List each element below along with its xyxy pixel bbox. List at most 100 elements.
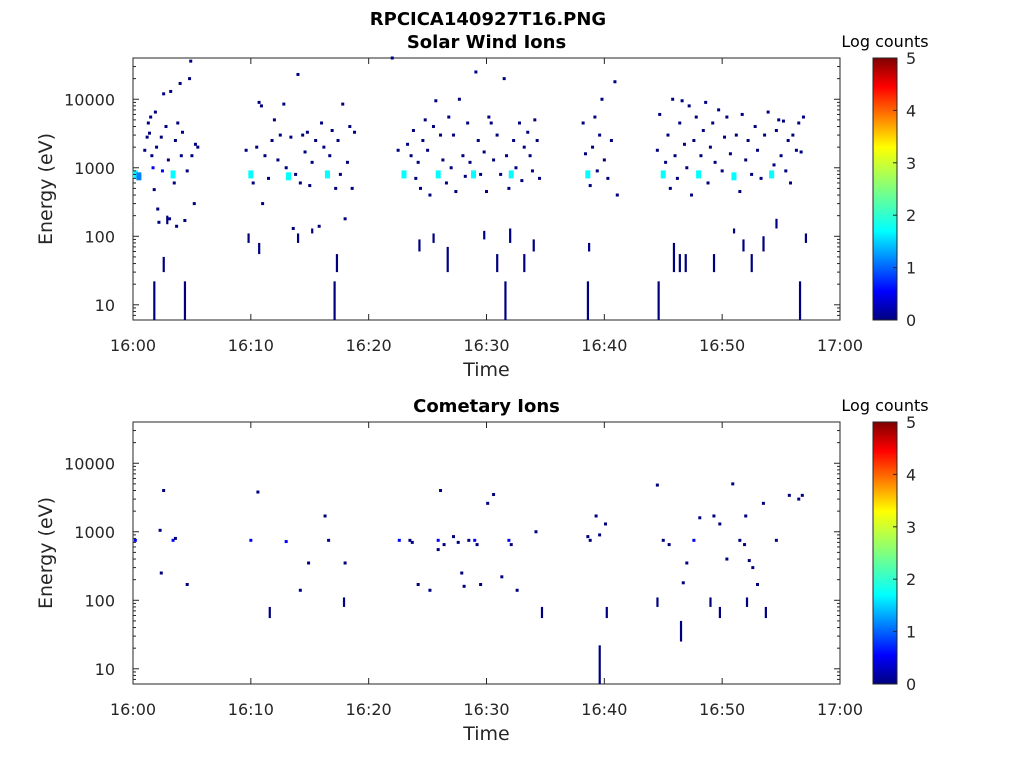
data-point <box>779 154 783 158</box>
data-segment <box>679 620 683 642</box>
data-segment <box>162 256 165 273</box>
data-point <box>485 190 488 194</box>
data-point <box>799 150 803 154</box>
data-point <box>147 131 151 135</box>
data-point <box>613 80 617 84</box>
data-point <box>585 170 591 179</box>
colorbar-gradient <box>872 421 898 685</box>
data-point <box>179 154 183 158</box>
x-tick-label: 16:00 <box>110 336 156 355</box>
data-marks <box>132 56 808 320</box>
data-segment <box>247 233 250 243</box>
data-point <box>664 160 668 164</box>
data-point <box>447 115 451 119</box>
data-point <box>600 97 604 101</box>
data-point <box>257 100 261 104</box>
data-point <box>708 145 712 149</box>
data-point <box>682 142 686 146</box>
data-point <box>687 104 691 108</box>
data-point <box>428 588 432 592</box>
data-point <box>136 172 142 181</box>
data-segment <box>268 606 271 619</box>
data-point <box>256 490 260 494</box>
data-point <box>284 166 288 170</box>
data-segment <box>798 281 802 320</box>
data-segment <box>523 254 526 273</box>
data-point <box>766 110 770 114</box>
colorbar-tick-label: 3 <box>906 518 916 537</box>
data-marks <box>133 482 804 684</box>
x-tick-label: 16:50 <box>699 336 745 355</box>
data-point <box>416 160 420 164</box>
data-point <box>731 172 737 181</box>
x-tick-label: 16:20 <box>346 700 392 719</box>
data-point <box>593 115 597 119</box>
data-point <box>508 170 514 179</box>
data-segment <box>496 254 499 273</box>
data-point <box>744 514 748 518</box>
data-point <box>183 218 187 222</box>
data-point <box>172 181 176 185</box>
data-point <box>431 125 435 129</box>
colorbar-tick-label: 4 <box>906 101 916 120</box>
data-point <box>583 152 587 156</box>
data-point <box>591 145 595 149</box>
data-point <box>797 121 801 125</box>
data-segment <box>684 254 687 273</box>
data-point <box>476 139 480 143</box>
data-point <box>694 115 698 119</box>
data-point <box>303 150 307 154</box>
data-point <box>249 538 253 542</box>
colorbar-tick-label: 4 <box>906 465 916 484</box>
data-point <box>509 543 513 547</box>
figure-title: RPCICA140927T16.PNG <box>370 9 606 30</box>
data-point <box>291 226 295 230</box>
data-point <box>334 186 338 190</box>
data-point <box>791 133 795 137</box>
data-point <box>156 207 160 211</box>
plot-area <box>132 57 841 321</box>
data-point <box>168 217 172 221</box>
y-axis-label: Energy (eV) <box>35 497 57 609</box>
data-segment <box>762 236 765 252</box>
data-point <box>711 121 715 125</box>
data-point <box>251 181 255 185</box>
data-point <box>151 166 155 170</box>
data-point <box>284 540 288 544</box>
data-point <box>520 179 524 183</box>
data-point <box>514 166 518 170</box>
data-point <box>324 170 330 179</box>
x-tick-label: 16:10 <box>228 700 274 719</box>
data-segment <box>764 606 767 619</box>
data-point <box>492 492 496 496</box>
data-point <box>162 92 166 96</box>
y-tick-label: 10000 <box>64 454 115 473</box>
data-point <box>278 133 282 137</box>
data-point <box>397 538 401 542</box>
data-point <box>473 538 477 542</box>
data-point <box>794 148 798 152</box>
data-point <box>244 148 248 152</box>
x-tick-label: 16:10 <box>228 336 274 355</box>
data-point <box>401 170 407 179</box>
data-point <box>323 514 327 518</box>
data-point <box>133 538 137 542</box>
y-tick-label: 100 <box>84 591 115 610</box>
data-point <box>740 112 744 116</box>
data-segment <box>183 281 187 320</box>
data-point <box>416 582 420 586</box>
data-point <box>499 172 503 176</box>
panel-1: 16:00 16:10 16:20 16:30 16:40 16:50 17:0010100… <box>35 396 929 745</box>
data-point <box>176 121 180 125</box>
colorbar-tick-label: 5 <box>906 49 916 68</box>
data-point <box>673 154 677 158</box>
data-point <box>178 81 182 85</box>
data-point <box>720 169 724 173</box>
data-point <box>406 142 410 146</box>
data-point <box>320 121 324 125</box>
panel-0: 16:00 16:10 16:20 16:30 16:40 16:50 17:0010100… <box>35 32 929 381</box>
data-segment <box>745 597 749 607</box>
data-point <box>784 169 788 173</box>
data-point <box>322 145 326 149</box>
x-tick-label: 16:40 <box>581 336 627 355</box>
